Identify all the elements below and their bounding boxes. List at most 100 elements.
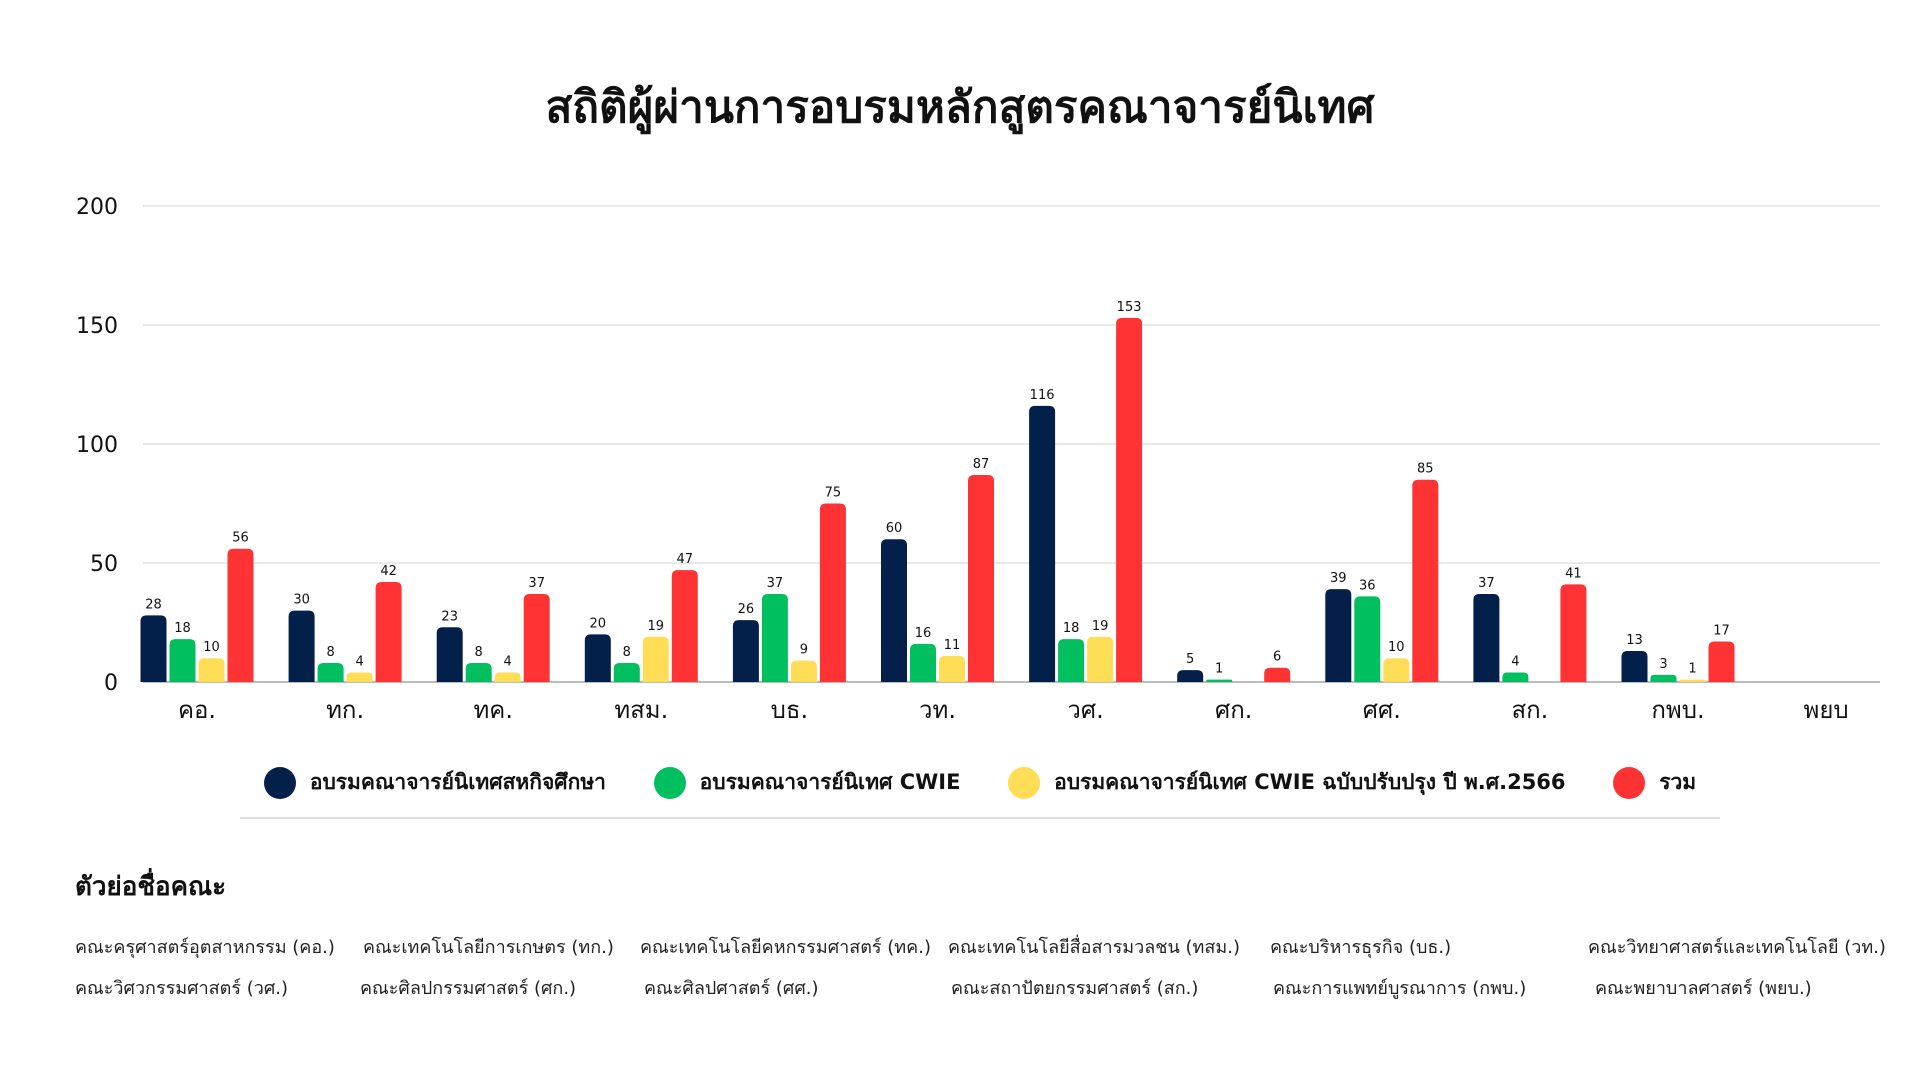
bar [732,620,759,682]
abbreviation-item: คณะเทคโนโลยีการเกษตร (ทก.) [363,937,614,958]
legend-item[interactable]: อบรมคณาจารย์นิเทศสหกิจศึกษา [263,766,606,799]
data-label: 19 [1092,619,1109,634]
bar [1116,317,1143,682]
data-label: 8 [326,645,334,660]
abbreviation-item: คณะบริหารธุรกิจ (บธ.) [1270,937,1452,958]
y-tick-label: 100 [76,433,118,458]
legend-swatch [1008,766,1041,799]
data-label: 10 [203,640,220,655]
data-label: 4 [1511,654,1519,669]
data-label: 19 [648,619,665,634]
data-label: 37 [767,576,784,591]
bar [1087,636,1114,682]
bar [227,548,254,682]
abbreviation-item: คณะศิลปกรรมศาสตร์ (ศก.) [360,978,577,999]
bar [1412,479,1439,682]
x-tick-label: ศศ. [1363,696,1401,724]
abbreviation-item: คณะสถาปัตยกรรมศาสตร์ (สก.) [951,978,1199,999]
abbreviations-title: ตัวย่อชื่อคณะ [75,872,227,902]
bar [523,593,550,682]
bar [1502,672,1529,682]
legend-label: อบรมคณาจารย์นิเทศสหกิจศึกษา [309,770,606,794]
data-label: 87 [973,457,990,472]
data-label: 75 [825,486,842,501]
data-label: 11 [944,638,961,653]
bar [494,672,521,682]
x-tick-label: พยบ [1804,696,1849,724]
legend-label: รวม [1659,770,1697,794]
x-tick-label: ศก. [1215,696,1252,724]
x-tick-label: วศ. [1067,696,1103,724]
abbreviation-item: คณะวิทยาศาสตร์และเทคโนโลยี (วท.) [1588,937,1886,958]
abbreviation-item: คณะวิศวกรรมศาสตร์ (วศ.) [75,978,289,999]
abbreviation-item: คณะเทคโนโลยีคหกรรมศาสตร์ (ทค.) [640,937,931,958]
y-tick-label: 50 [90,552,118,577]
x-tick-label: ทสม. [614,696,668,724]
data-label: 4 [504,654,512,669]
x-tick-label: กพบ. [1651,696,1704,724]
legend-swatch [653,766,686,799]
data-label: 47 [677,552,694,567]
data-label: 5 [1186,652,1194,667]
data-label: 42 [380,564,397,579]
abbreviation-item: คณะศิลปศาสตร์ (ศศ.) [644,978,819,999]
bar-chart: 050100150200คอ.28181056ทก.308442ทค.23843… [76,195,1880,724]
legend-item[interactable]: อบรมคณาจารย์นิเทศ CWIE [653,766,960,799]
bar [1383,658,1410,682]
x-tick-label: สก. [1511,696,1548,724]
data-label: 37 [528,576,545,591]
bar [1621,651,1648,682]
data-label: 13 [1626,633,1643,648]
abbreviation-item: คณะครุศาสตร์อุตสาหกรรม (คอ.) [75,937,335,958]
bar [1264,667,1291,682]
y-tick-label: 200 [76,195,118,220]
legend-label: อบรมคณาจารย์นิเทศ CWIE ฉบับปรับปรุง ปี พ… [1054,770,1566,794]
bar [939,655,965,682]
bar [198,658,225,682]
data-label: 37 [1478,576,1495,591]
bar [288,610,315,682]
x-tick-label: บธ. [771,696,809,724]
abbreviation-item: คณะการแพทย์บูรณาการ (กพบ.) [1273,978,1527,999]
data-label: 153 [1117,300,1142,315]
abbreviation-item: คณะพยาบาลศาสตร์ (พยบ.) [1595,978,1812,999]
data-label: 116 [1030,388,1055,403]
data-label: 28 [145,597,162,612]
data-label: 56 [232,531,249,546]
data-label: 36 [1359,578,1376,593]
data-label: 9 [800,643,808,658]
data-label: 8 [475,645,483,660]
chart-title: สถิติผู้ผ่านการอบรมหลักสูตรคณาจารย์นิเทศ [545,82,1375,133]
data-label: 39 [1330,571,1347,586]
data-label: 26 [738,602,755,617]
bar [140,615,167,682]
x-tick-label: ทค. [473,696,513,724]
data-label: 18 [1063,621,1080,636]
bar [761,593,788,682]
data-label: 20 [590,616,607,631]
data-label: 10 [1388,640,1405,655]
bar [465,662,492,682]
bar [1679,679,1706,682]
bar [375,582,402,682]
bar [1354,596,1381,682]
data-label: 60 [886,521,903,536]
bar [613,662,640,682]
bar [1206,679,1233,682]
bar [317,662,344,682]
data-label: 17 [1713,624,1730,639]
bar [1560,584,1587,682]
y-tick-label: 150 [76,314,118,339]
y-tick-label: 0 [104,671,118,696]
abbreviation-item: คณะเทคโนโลยีสื่อสารมวลชน (ทสม.) [948,937,1240,958]
bar [1058,639,1085,682]
bar [1708,641,1735,682]
bar [436,627,463,682]
data-label: 1 [1215,662,1223,677]
legend-swatch [263,766,296,799]
bar [642,636,669,682]
bar [671,570,698,682]
legend-item[interactable]: รวม [1613,766,1696,799]
legend-item[interactable]: อบรมคณาจารย์นิเทศ CWIE ฉบับปรับปรุง ปี พ… [1008,766,1566,799]
